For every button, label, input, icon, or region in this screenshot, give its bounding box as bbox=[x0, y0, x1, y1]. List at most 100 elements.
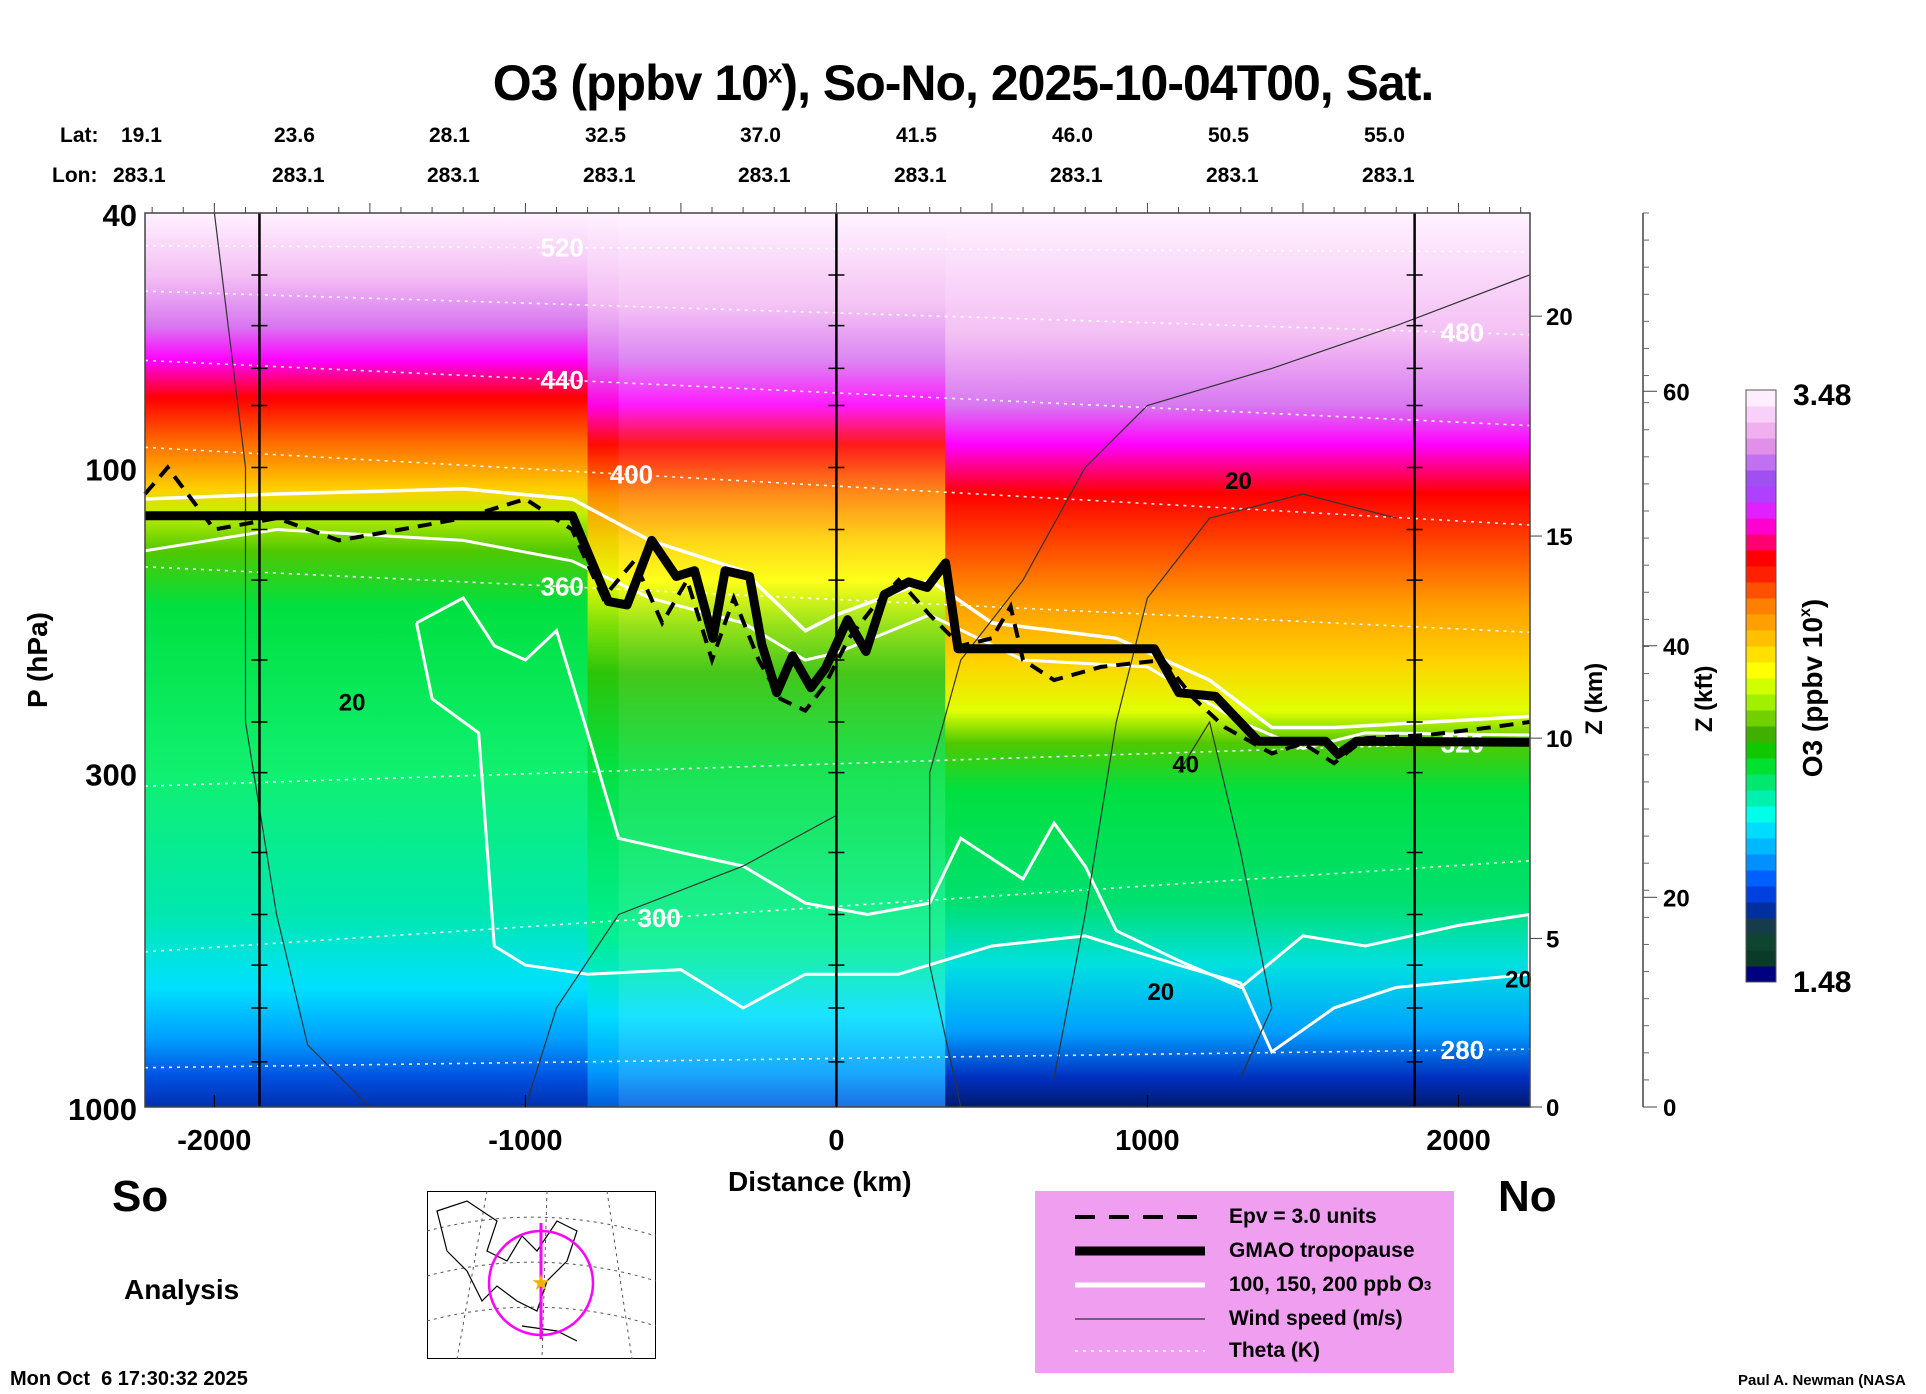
colorbar-swatch bbox=[1746, 694, 1776, 711]
wind-contour bbox=[524, 814, 837, 1108]
theta-label: 520 bbox=[541, 233, 584, 263]
colorbar-swatch bbox=[1746, 630, 1776, 647]
colorbar-swatch bbox=[1746, 678, 1776, 695]
lat-value: 23.6 bbox=[274, 124, 315, 147]
zkm-tick-label: 5 bbox=[1546, 926, 1559, 953]
colorbar-swatch bbox=[1746, 950, 1776, 967]
colorbar-swatch bbox=[1746, 758, 1776, 775]
theta-line bbox=[144, 244, 1531, 253]
x-tick-label: 0 bbox=[828, 1125, 844, 1157]
colorbar-frame bbox=[1745, 389, 1777, 983]
colorbar-swatch bbox=[1746, 646, 1776, 663]
colorbar-swatch bbox=[1746, 662, 1776, 679]
colorbar-max-label: 3.48 bbox=[1793, 379, 1851, 412]
colorbar-swatch bbox=[1746, 966, 1776, 983]
lon-value: 283.1 bbox=[1362, 164, 1415, 187]
theta-label: 280 bbox=[1441, 1035, 1484, 1065]
y-axis-label: P (hPa) bbox=[22, 612, 53, 708]
white-line-icon bbox=[1075, 1282, 1205, 1288]
lon-value: 283.1 bbox=[583, 164, 636, 187]
colorbar-swatch bbox=[1746, 406, 1776, 423]
thin-line-icon bbox=[1075, 1318, 1205, 1320]
colorbar-swatch bbox=[1746, 422, 1776, 439]
lat-label: Lat: bbox=[60, 124, 99, 147]
o3-contour-100 bbox=[415, 596, 1531, 1055]
legend-item-theta: Theta (K) bbox=[1075, 1335, 1320, 1367]
colorbar-swatch bbox=[1746, 822, 1776, 839]
colorbar-swatch bbox=[1746, 438, 1776, 455]
colorbar-swatch bbox=[1746, 854, 1776, 871]
y-tick-label: 1000 bbox=[68, 1092, 137, 1127]
wind-contour bbox=[213, 212, 371, 1108]
zkft-tick-label: 0 bbox=[1663, 1095, 1676, 1122]
zkft-tick-label: 60 bbox=[1663, 379, 1690, 406]
credit: Paul A. Newman (NASA bbox=[1738, 1372, 1906, 1389]
wind-label: 20 bbox=[1147, 979, 1174, 1006]
wind-contour bbox=[929, 274, 1530, 1108]
lat-value: 41.5 bbox=[896, 124, 937, 147]
theta-label: 440 bbox=[541, 365, 584, 395]
legend-item-tropopause: GMAO tropopause bbox=[1075, 1235, 1415, 1267]
dotted-line-icon bbox=[1075, 1350, 1205, 1352]
zkm-axis-label: Z (km) bbox=[1581, 663, 1608, 735]
lat-value: 55.0 bbox=[1364, 124, 1405, 147]
colorbar-swatch bbox=[1746, 790, 1776, 807]
wind-contour bbox=[1053, 493, 1397, 1078]
colorbar-swatch bbox=[1746, 582, 1776, 599]
wind-label: 20 bbox=[339, 690, 366, 717]
theta-label: 400 bbox=[610, 460, 653, 490]
zkft-tick-label: 20 bbox=[1663, 885, 1690, 912]
colorbar-swatch bbox=[1746, 726, 1776, 743]
north-label: No bbox=[1498, 1172, 1557, 1221]
colorbar-swatch bbox=[1746, 470, 1776, 487]
x-axis-label: Distance (km) bbox=[728, 1166, 912, 1197]
zkm-tick-label: 15 bbox=[1546, 524, 1573, 551]
lon-value: 283.1 bbox=[272, 164, 325, 187]
zkft-axis-label: Z (kft) bbox=[1691, 665, 1718, 732]
lon-label: Lon: bbox=[52, 164, 98, 187]
location-star-icon: ★ bbox=[531, 1270, 551, 1295]
colorbar-swatch bbox=[1746, 614, 1776, 631]
lon-value: 283.1 bbox=[427, 164, 480, 187]
lon-value: 283.1 bbox=[113, 164, 166, 187]
zkm-tick-label: 0 bbox=[1546, 1095, 1559, 1122]
zkft-tick-label: 40 bbox=[1663, 634, 1690, 661]
lon-value: 283.1 bbox=[894, 164, 947, 187]
y-tick-label: 100 bbox=[85, 452, 137, 487]
legend-item-wind: Wind speed (m/s) bbox=[1075, 1303, 1403, 1335]
lat-value: 19.1 bbox=[121, 124, 162, 147]
colorbar-swatch bbox=[1746, 390, 1776, 407]
lat-value: 32.5 bbox=[585, 124, 626, 147]
colorbar-swatch bbox=[1746, 502, 1776, 519]
wind-label: 20 bbox=[1225, 468, 1252, 495]
x-tick-label: -2000 bbox=[177, 1125, 251, 1157]
colorbar-swatch bbox=[1746, 774, 1776, 791]
colorbar-swatch bbox=[1746, 742, 1776, 759]
colorbar-swatch bbox=[1746, 598, 1776, 615]
o3-field-south bbox=[145, 213, 619, 1107]
theta-label: 360 bbox=[541, 571, 584, 601]
lat-value: 50.5 bbox=[1208, 124, 1249, 147]
analysis-label: Analysis bbox=[124, 1274, 240, 1305]
colorbar-swatch bbox=[1746, 838, 1776, 855]
lon-value: 283.1 bbox=[738, 164, 791, 187]
dashed-line-icon bbox=[1075, 1215, 1205, 1219]
colorbar-label: O3 (ppbv 10x) bbox=[1797, 599, 1828, 778]
zkm-tick-label: 20 bbox=[1546, 304, 1573, 331]
lat-value: 46.0 bbox=[1052, 124, 1093, 147]
y-tick-label: 300 bbox=[85, 758, 137, 793]
colorbar-swatch bbox=[1746, 902, 1776, 919]
colorbar-swatch bbox=[1746, 566, 1776, 583]
colorbar-swatch bbox=[1746, 934, 1776, 951]
thick-line-icon bbox=[1075, 1246, 1205, 1256]
location-inset-map: ★ bbox=[427, 1191, 656, 1359]
lon-value: 283.1 bbox=[1050, 164, 1103, 187]
colorbar-swatch bbox=[1746, 710, 1776, 727]
y-tick-label: 40 bbox=[103, 198, 137, 233]
legend: Epv = 3.0 units GMAO tropopause 100, 150… bbox=[1035, 1191, 1454, 1373]
colorbar-swatch bbox=[1746, 486, 1776, 503]
x-tick-label: -1000 bbox=[488, 1125, 562, 1157]
colorbar-swatch bbox=[1746, 918, 1776, 935]
